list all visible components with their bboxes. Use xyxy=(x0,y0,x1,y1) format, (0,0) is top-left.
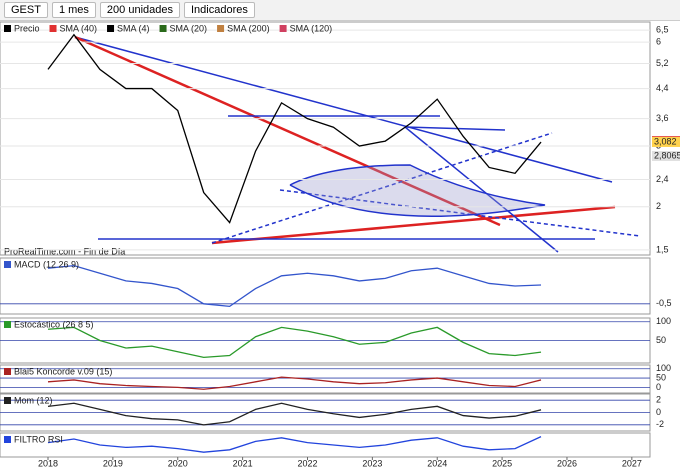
legend-label: SMA (20) xyxy=(170,23,208,33)
legend-label: Estocástico (26 8 5) xyxy=(14,319,94,329)
legend-label: SMA (4) xyxy=(117,23,150,33)
legend-label: SMA (120) xyxy=(290,23,333,33)
y-tick-label: 1,5 xyxy=(656,244,669,254)
y-tick-label: 100 xyxy=(656,316,671,326)
x-tick-label: 2022 xyxy=(297,458,317,468)
x-tick-label: 2021 xyxy=(233,458,253,468)
y-tick-label: 50 xyxy=(656,335,666,345)
series-line xyxy=(47,402,542,426)
panel-frame xyxy=(0,364,651,394)
legend-swatch xyxy=(4,321,11,328)
x-tick-label: 2024 xyxy=(427,458,447,468)
y-tick-label: -0,5 xyxy=(656,298,672,308)
legend-swatch xyxy=(217,25,225,32)
panel-frame xyxy=(0,432,651,458)
legend-swatch xyxy=(279,25,287,32)
legend-swatch xyxy=(4,397,11,404)
price-tag-label: 3,082 xyxy=(654,136,677,146)
legend-label: MACD (12 26 9) xyxy=(14,259,79,269)
series-line xyxy=(47,376,542,390)
legend-label: SMA (200) xyxy=(227,23,270,33)
trendlines xyxy=(74,35,641,253)
indicators-button[interactable]: Indicadores xyxy=(183,2,255,18)
x-tick-label: 2023 xyxy=(362,458,382,468)
y-tick-label: 50 xyxy=(656,372,666,382)
y-tick-label: 0 xyxy=(656,407,661,417)
legend-swatch xyxy=(107,25,115,32)
y-tick-label: -2 xyxy=(656,419,664,429)
legend-swatch xyxy=(4,25,11,32)
x-tick-label: 2027 xyxy=(622,458,642,468)
panel-frame xyxy=(0,21,651,256)
price-tag xyxy=(652,136,680,147)
legend-swatch xyxy=(4,368,11,375)
legend-swatch xyxy=(159,25,167,32)
series-line xyxy=(47,33,542,224)
y-tick-label: 2,4 xyxy=(656,174,669,184)
symbol-select[interactable]: GEST xyxy=(4,2,48,18)
series-line xyxy=(47,326,542,359)
units-select[interactable]: 200 unidades xyxy=(99,2,180,18)
x-tick-label: 2020 xyxy=(168,458,188,468)
price-tag-label: 2,8065 xyxy=(654,150,680,160)
legend-swatch xyxy=(4,261,11,268)
x-tick-label: 2025 xyxy=(492,458,512,468)
legend-swatch xyxy=(49,25,57,32)
series-line xyxy=(47,436,542,453)
legend-swatch xyxy=(4,436,11,443)
y-tick-label: 6,5 xyxy=(656,24,669,34)
legend-label: Precio xyxy=(14,23,40,33)
x-tick-label: 2026 xyxy=(557,458,577,468)
x-tick-label: 2018 xyxy=(38,458,58,468)
y-tick-label: 6 xyxy=(656,36,661,46)
series-line xyxy=(47,264,542,308)
x-tick-label: 2019 xyxy=(103,458,123,468)
legend-label: FILTRO RSI xyxy=(14,434,63,444)
legend-label: SMA (40) xyxy=(60,23,98,33)
y-tick-label: 0 xyxy=(656,382,661,392)
y-tick-label: 100 xyxy=(656,363,671,373)
y-tick-label: 4,4 xyxy=(656,83,669,93)
price-tag xyxy=(652,150,680,161)
toolbar: GEST 1 mes 200 unidades Indicadores xyxy=(0,0,680,21)
y-tick-label: 2 xyxy=(656,395,661,405)
y-tick-label: 3,6 xyxy=(656,113,669,123)
panel-frame xyxy=(0,257,651,315)
legend-label: Mom (12) xyxy=(14,395,53,405)
period-select[interactable]: 1 mes xyxy=(51,2,96,18)
legend-label: Blai5 Koncorde v.09 (15) xyxy=(14,366,112,376)
y-tick-label: 5,2 xyxy=(656,58,669,68)
watermark: ProRealTime.com - Fin de Día xyxy=(4,246,125,256)
y-tick-label: 2 xyxy=(656,201,661,211)
